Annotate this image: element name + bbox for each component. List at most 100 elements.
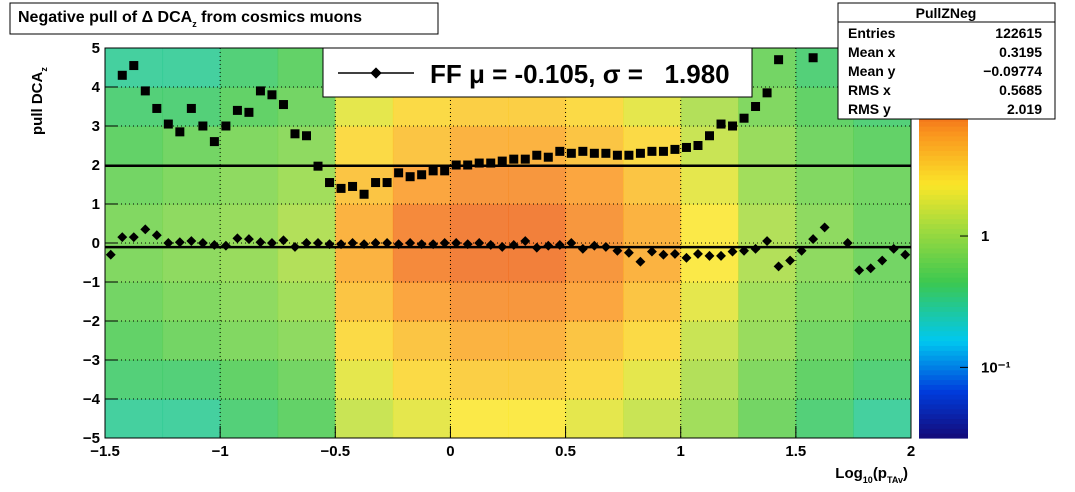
heat-cell — [795, 126, 854, 166]
palette-band — [919, 399, 968, 405]
square-marker — [348, 181, 358, 191]
diamond-marker — [670, 248, 680, 259]
heat-cell — [277, 204, 336, 244]
heat-cell — [220, 243, 279, 283]
diamond-marker — [739, 245, 749, 256]
x-tick-label: −1.5 — [90, 443, 120, 460]
heat-cell — [162, 243, 221, 283]
palette-band — [919, 135, 968, 142]
diamond-marker — [117, 232, 128, 243]
heat-cell — [105, 399, 164, 439]
palette-band — [919, 335, 968, 342]
heat-cell — [565, 360, 624, 400]
x-tick-label: −0.5 — [320, 443, 350, 460]
diamond-marker — [186, 236, 197, 246]
diamond-marker — [543, 240, 554, 251]
diamond-marker — [589, 240, 600, 251]
diamond-marker — [693, 248, 703, 259]
text-part: 10 — [863, 475, 873, 485]
diamond-marker — [566, 238, 577, 248]
palette-band — [919, 228, 968, 234]
x-axis-label: Log10(pTAv) — [835, 465, 908, 485]
heat-cell — [623, 165, 682, 205]
square-marker — [635, 148, 645, 158]
palette-band — [919, 218, 968, 225]
palette-band — [919, 433, 968, 439]
text-part: ) — [903, 465, 908, 482]
y-tick-label: −1 — [83, 274, 100, 291]
palette-band — [919, 208, 968, 215]
palette-band — [919, 130, 968, 137]
text-part: Log — [835, 465, 863, 482]
text-part: pull DCA — [29, 72, 46, 135]
palette-band — [919, 389, 968, 395]
heat-cell — [105, 282, 164, 322]
heat-cell — [623, 204, 682, 244]
z-tick-label: 1 — [981, 228, 989, 245]
y-tick-label: −2 — [83, 313, 100, 330]
diamond-marker — [773, 261, 784, 272]
heat-cell — [738, 321, 797, 361]
diamond-marker — [612, 245, 623, 256]
square-marker — [232, 105, 242, 115]
heat-cell — [680, 360, 739, 400]
square-marker — [509, 154, 519, 164]
y-tick-label: 4 — [92, 79, 101, 96]
palette-band — [919, 403, 968, 410]
heat-cell — [335, 399, 394, 439]
diamond-marker — [785, 255, 796, 266]
palette-band — [919, 277, 968, 283]
heat-cell — [450, 204, 509, 244]
diamond-marker — [451, 238, 462, 248]
heat-cell — [738, 360, 797, 400]
diamond-marker — [658, 249, 669, 260]
heat-cell — [680, 321, 739, 361]
square-marker — [198, 121, 208, 131]
diamond-marker — [474, 238, 485, 248]
palette-band — [919, 306, 968, 312]
palette-band — [919, 350, 968, 356]
square-marker — [566, 148, 576, 158]
heat-cell — [853, 165, 912, 205]
stats-value: 122615 — [995, 25, 1042, 41]
heat-cell — [220, 399, 279, 439]
palette-band — [919, 169, 968, 176]
palette-band — [919, 179, 968, 186]
diamond-marker — [163, 238, 174, 248]
stats-title: PullZNeg — [916, 5, 977, 21]
heat-cell — [392, 360, 451, 400]
square-marker — [739, 113, 749, 123]
square-marker — [624, 150, 634, 160]
heat-cell — [220, 126, 279, 166]
palette-band — [919, 243, 968, 249]
stats-key: RMS y — [848, 101, 891, 117]
heat-cell — [795, 321, 854, 361]
heat-cell — [450, 321, 509, 361]
palette-band — [919, 174, 968, 181]
z-tick-label: 10⁻¹ — [981, 359, 1011, 376]
heat-cell — [277, 360, 336, 400]
diamond-marker — [554, 240, 565, 250]
heat-cell — [335, 282, 394, 322]
heat-cell — [162, 321, 221, 361]
palette-band — [919, 340, 968, 346]
diamond-marker — [197, 238, 208, 248]
x-tick-label: 2 — [907, 443, 915, 460]
heat-cell — [853, 360, 912, 400]
palette-band — [919, 301, 968, 307]
diamond-marker — [462, 239, 473, 250]
stats-value: −0.09774 — [983, 63, 1042, 79]
diamond-marker — [393, 239, 404, 250]
stats-value: 0.3195 — [999, 44, 1042, 60]
square-marker — [693, 141, 703, 150]
heat-cell — [795, 282, 854, 322]
diamond-marker — [428, 239, 439, 250]
diamond-marker — [140, 224, 151, 235]
heat-cell — [105, 165, 164, 205]
palette-band — [919, 145, 968, 151]
stats-key: RMS x — [848, 82, 891, 98]
square-marker — [589, 148, 599, 158]
heat-cell — [450, 243, 509, 283]
diamond-marker — [243, 234, 254, 245]
legend: FF μ = -0.105, σ = 1.980 — [322, 47, 753, 98]
